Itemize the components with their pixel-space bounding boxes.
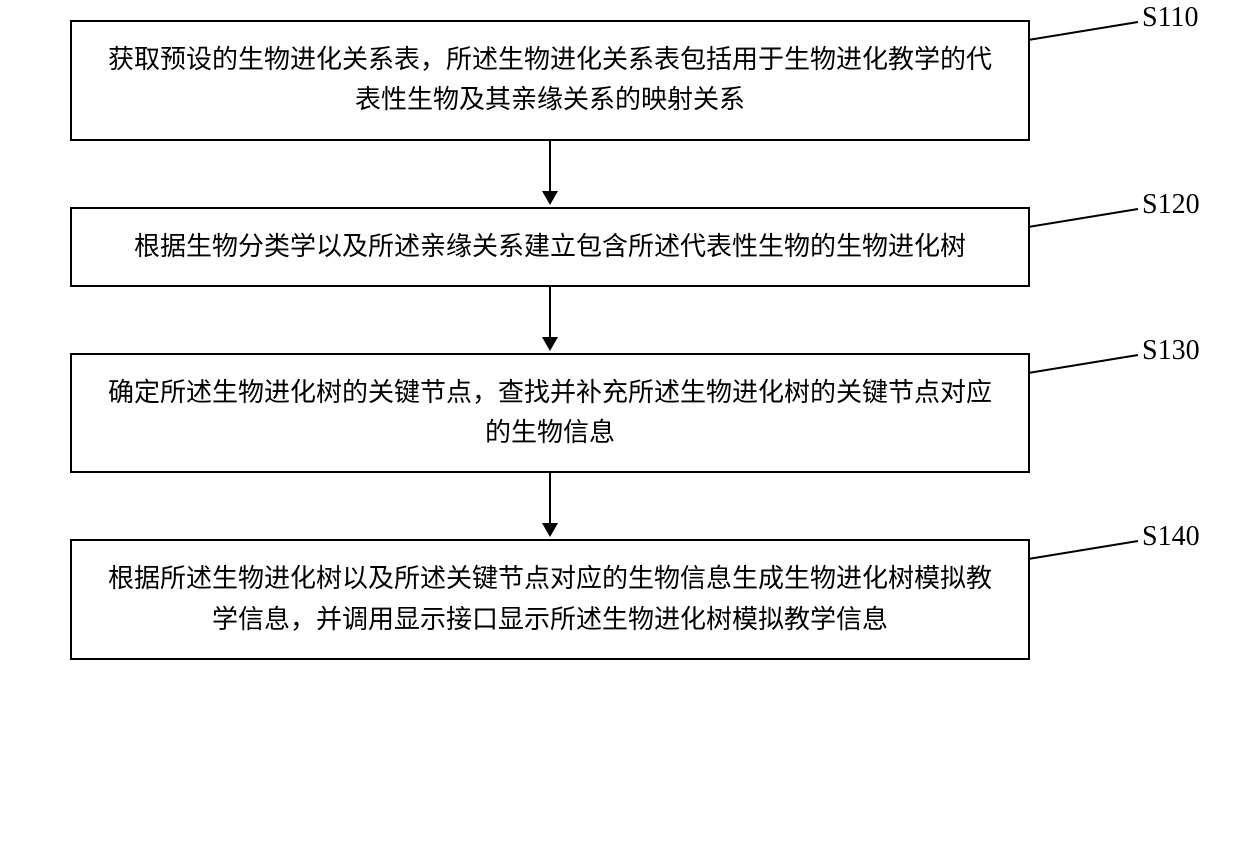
step-text-s140: 根据所述生物进化树以及所述关键节点对应的生物信息生成生物进化树模拟教学信息，并调… (108, 564, 992, 633)
step-label-s140: S140 (1142, 521, 1200, 553)
step-s110-wrap: 获取预设的生物进化关系表，所述生物进化关系表包括用于生物进化教学的代表性生物及其… (70, 20, 1170, 141)
step-label-s120: S120 (1142, 189, 1200, 221)
step-label-s110: S110 (1142, 2, 1199, 34)
step-box-s130: 确定所述生物进化树的关键节点，查找并补充所述生物进化树的关键节点对应的生物信息 (70, 353, 1030, 474)
step-box-s140: 根据所述生物进化树以及所述关键节点对应的生物信息生成生物进化树模拟教学信息，并调… (70, 539, 1030, 660)
step-s130-wrap: 确定所述生物进化树的关键节点，查找并补充所述生物进化树的关键节点对应的生物信息 … (70, 353, 1170, 474)
step-text-s120: 根据生物分类学以及所述亲缘关系建立包含所述代表性生物的生物进化树 (134, 232, 966, 261)
flowchart-container: 获取预设的生物进化关系表，所述生物进化关系表包括用于生物进化教学的代表性生物及其… (70, 20, 1170, 660)
step-box-s110: 获取预设的生物进化关系表，所述生物进化关系表包括用于生物进化教学的代表性生物及其… (70, 20, 1030, 141)
step-label-s130: S130 (1142, 335, 1200, 367)
step-text-s130: 确定所述生物进化树的关键节点，查找并补充所述生物进化树的关键节点对应的生物信息 (108, 378, 992, 447)
arrow-s110-s120 (70, 141, 1030, 207)
step-text-s110: 获取预设的生物进化关系表，所述生物进化关系表包括用于生物进化教学的代表性生物及其… (108, 45, 992, 114)
step-box-s120: 根据生物分类学以及所述亲缘关系建立包含所述代表性生物的生物进化树 (70, 207, 1030, 287)
arrow-s120-s130 (70, 287, 1030, 353)
arrow-s130-s140 (70, 473, 1030, 539)
step-s120-wrap: 根据生物分类学以及所述亲缘关系建立包含所述代表性生物的生物进化树 S120 (70, 207, 1170, 287)
step-s140-wrap: 根据所述生物进化树以及所述关键节点对应的生物信息生成生物进化树模拟教学信息，并调… (70, 539, 1170, 660)
